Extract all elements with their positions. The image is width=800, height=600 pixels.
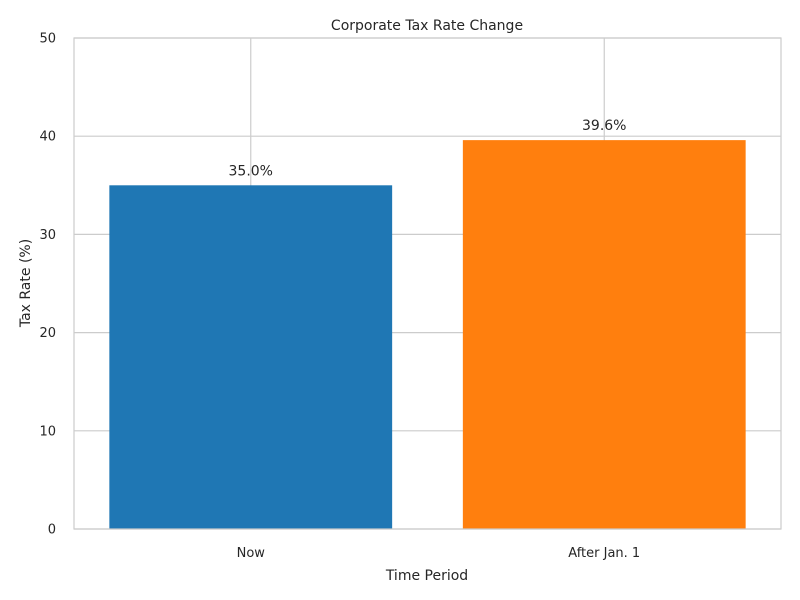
y-tick-label: 10 xyxy=(39,424,56,439)
x-axis-ticks: Now After Jan. 1 xyxy=(237,546,641,561)
y-tick-label: 30 xyxy=(39,228,56,243)
y-axis-label: Tax Rate (%) xyxy=(18,239,34,328)
y-tick-label: 20 xyxy=(39,326,56,341)
data-label: 35.0% xyxy=(229,163,273,179)
data-labels: 35.0% 39.6% xyxy=(229,118,627,179)
chart-title: Corporate Tax Rate Change xyxy=(331,18,523,34)
data-label: 39.6% xyxy=(582,118,626,134)
x-axis-label: Time Period xyxy=(385,568,468,584)
x-tick-label: After Jan. 1 xyxy=(568,546,640,561)
bar xyxy=(109,185,393,530)
plot-frame xyxy=(73,37,782,530)
x-tick-label: Now xyxy=(237,546,266,561)
y-tick-label: 50 xyxy=(39,32,56,47)
bars xyxy=(109,140,746,530)
bar xyxy=(462,140,746,530)
y-axis-ticks: 0 10 20 30 40 50 xyxy=(39,32,56,538)
y-tick-label: 0 xyxy=(48,523,56,538)
y-tick-label: 40 xyxy=(39,130,56,145)
